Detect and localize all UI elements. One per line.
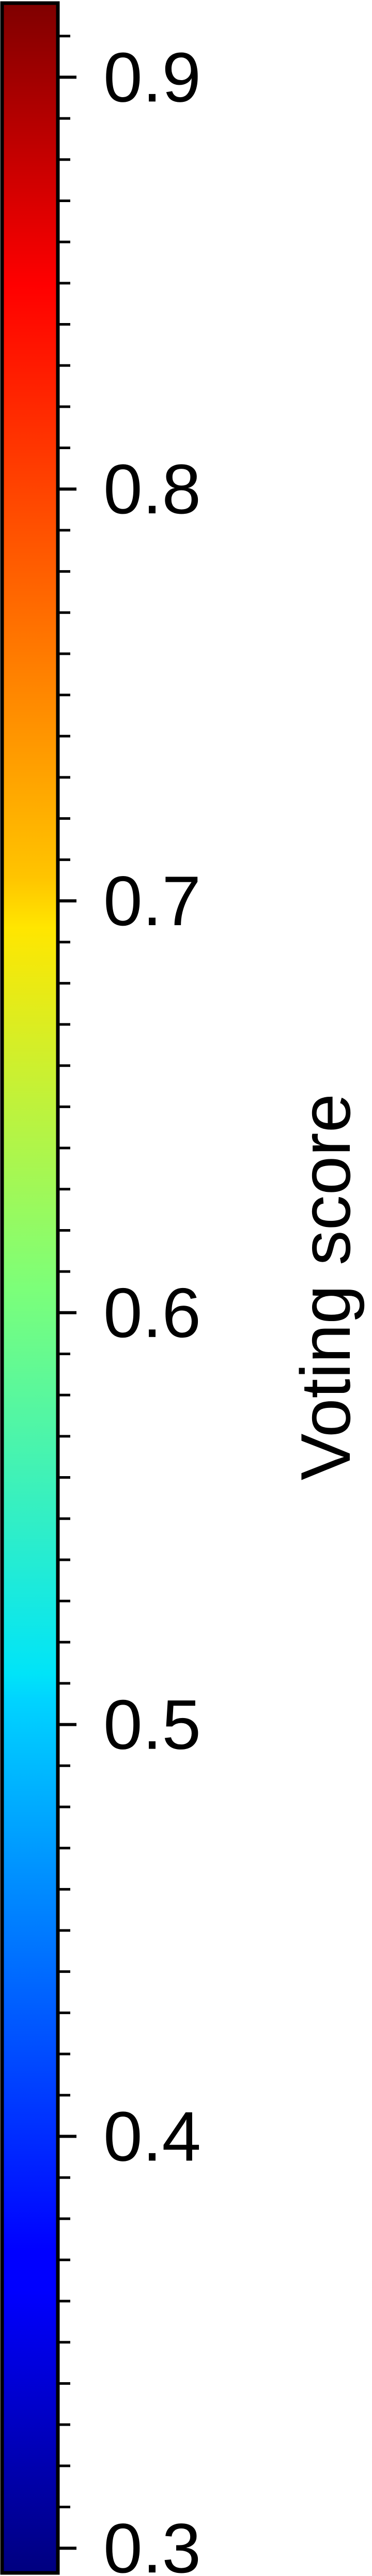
colorbar-axis-label: Voting score bbox=[286, 1094, 365, 1480]
tick-label: 0.9 bbox=[103, 38, 201, 116]
tick-labels: 0.3 0.4 0.5 0.6 0.7 0.8 0.9 bbox=[103, 38, 201, 2576]
tick-label: 0.7 bbox=[103, 862, 201, 940]
minor-ticks bbox=[58, 35, 70, 2509]
colorbar-gradient bbox=[2, 3, 58, 2573]
tick-label: 0.4 bbox=[103, 2097, 201, 2175]
tick-label: 0.6 bbox=[103, 1274, 201, 1352]
tick-label: 0.8 bbox=[103, 450, 201, 528]
tick-label: 0.5 bbox=[103, 1685, 201, 1764]
major-ticks bbox=[58, 75, 76, 2550]
colorbar-frame bbox=[0, 1, 60, 2575]
tick-label: 0.3 bbox=[103, 2509, 201, 2576]
